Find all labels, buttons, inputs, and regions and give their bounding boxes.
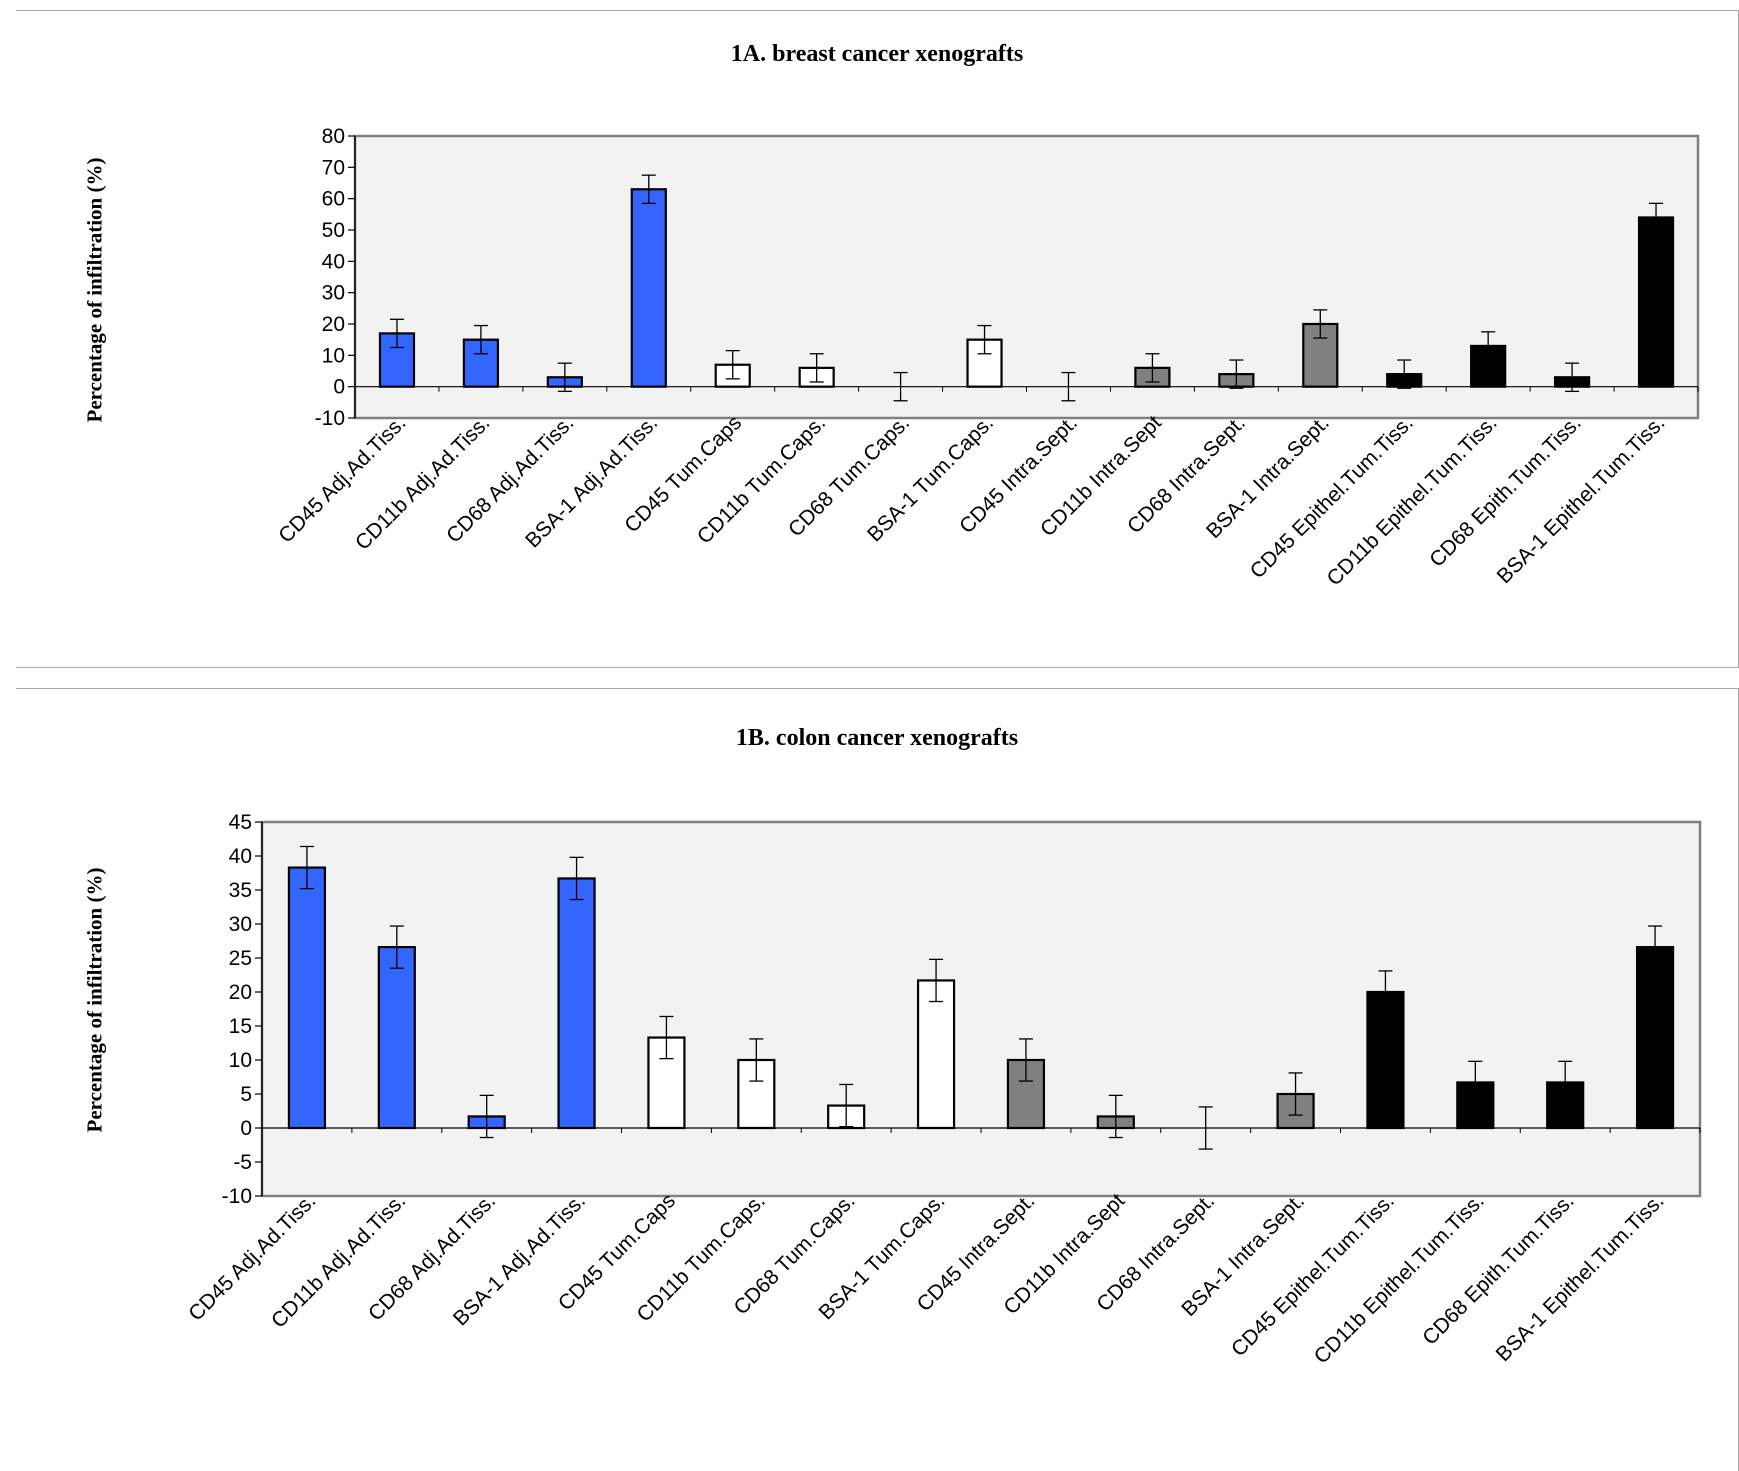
bar	[557, 877, 596, 1130]
y-tick-label: 25	[229, 947, 252, 970]
bar	[916, 979, 956, 1130]
y-tick-label: -5	[233, 1151, 252, 1174]
chart-title: 1B. colon cancer xenografts	[735, 725, 1019, 751]
chart-title: 1A. breast cancer xenografts	[730, 41, 1024, 67]
y-tick-label: 20	[229, 981, 252, 1004]
y-tick-label: 80	[322, 125, 345, 148]
y-tick-label: 50	[322, 219, 345, 242]
x-category-label: CD11b Epithel.Tum.Tiss.	[1310, 1189, 1489, 1368]
x-category-label: BSA-1 Epithel.Tum.Tiss.	[1492, 1189, 1669, 1366]
y-tick-label: 15	[229, 1015, 252, 1038]
plot-area	[260, 820, 1702, 1198]
y-tick-label: 5	[240, 1083, 252, 1106]
y-tick-label: -10	[315, 407, 345, 430]
y-tick-label: -10	[222, 1185, 252, 1208]
y-tick-label: 70	[322, 156, 345, 179]
bar	[1637, 216, 1675, 388]
bar	[1006, 1058, 1046, 1130]
y-tick-label: 0	[240, 1117, 252, 1140]
y-tick-label: 40	[322, 250, 345, 273]
y-tick-label: 45	[229, 811, 252, 834]
y-tick-label: 0	[333, 376, 345, 399]
bar	[287, 866, 327, 1130]
y-tick-label: 30	[229, 913, 252, 936]
y-tick-label: 35	[229, 879, 252, 902]
bar	[1635, 946, 1675, 1130]
y-tick-label: 20	[322, 313, 345, 336]
x-category-label: CD45 Epithel.Tum.Tiss.	[1227, 1189, 1399, 1361]
y-tick-label: 10	[229, 1049, 252, 1072]
y-tick-label: 10	[322, 344, 345, 367]
x-category-label: CD68 Epith.Tum.Tiss.	[1418, 1189, 1578, 1349]
y-tick-label: 30	[322, 282, 345, 305]
y-tick-label: 60	[322, 188, 345, 211]
bar	[377, 946, 416, 1130]
y-tick-label: 40	[229, 845, 252, 868]
bar	[630, 188, 667, 388]
